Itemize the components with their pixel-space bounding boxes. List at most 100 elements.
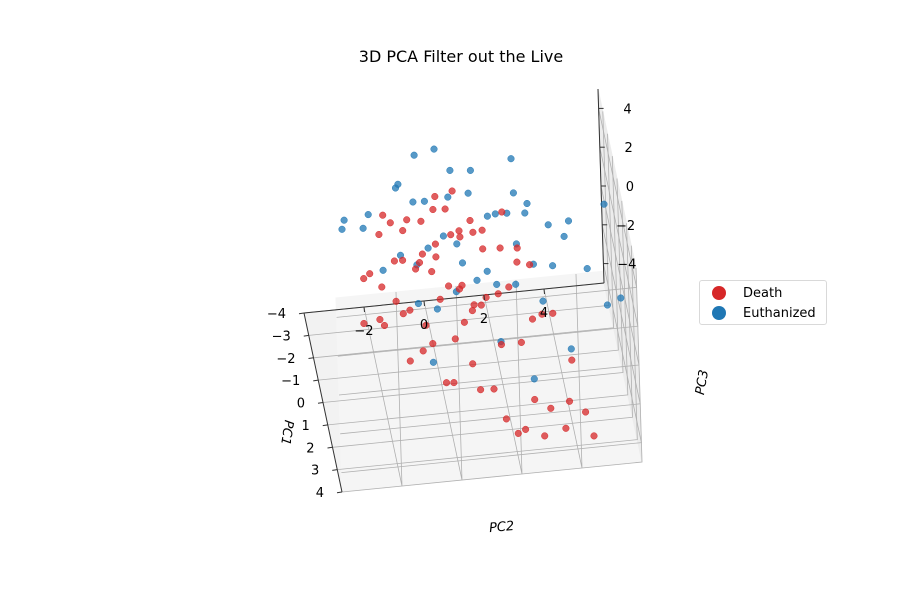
point-euthanized [458,259,467,267]
point-death [431,240,439,248]
point-death [502,415,510,423]
point-euthanized [473,276,481,284]
point-euthanized [493,280,501,288]
point-euthanized [507,155,515,163]
point-euthanized [466,166,474,174]
point-euthanized [600,200,608,208]
point-death [447,231,455,239]
z-tick-label: 4 [623,102,631,117]
point-death [496,244,504,252]
z-gridline [340,224,641,435]
z-tick-label: 2 [625,141,633,156]
point-euthanized [603,301,611,309]
x-axis-label: PC1 [277,419,296,446]
x-gridline [313,133,614,359]
point-death [366,270,374,278]
point-death [513,244,521,252]
point-death [360,319,368,328]
point-death [498,208,506,216]
point-death [428,268,436,276]
point-death [469,228,477,236]
point-euthanized [549,262,557,270]
y-axis-line [303,282,605,314]
point-euthanized [444,193,452,201]
y-tick-mark [423,300,425,307]
x-tick-mark [327,446,333,449]
z-tick-label: −4 [617,258,636,273]
legend: Death Euthanized [699,280,827,325]
point-euthanized [523,199,531,208]
point-euthanized [483,212,491,220]
x-tick-mark [313,379,319,382]
legend-item-death: Death [712,284,782,302]
point-death [582,408,590,416]
x-tick-mark [303,334,309,337]
legend-marker-euthanized [712,306,726,320]
point-death [490,385,498,393]
point-death [565,397,574,405]
point-euthanized [560,232,568,240]
point-euthanized [424,244,432,252]
x-tick-label: 0 [297,397,305,412]
point-death [468,307,476,315]
point-death [538,310,546,318]
point-euthanized [429,358,437,366]
point-euthanized [410,151,418,159]
point-death [477,301,485,309]
z-gridline [338,185,640,396]
y-axis-label: PC2 [488,519,514,536]
point-death [531,395,539,404]
point-euthanized [583,265,591,273]
y-gridline [363,291,403,487]
point-death [547,404,555,412]
point-death [386,219,394,227]
point-euthanized [340,216,348,224]
x-gridline [337,245,638,470]
y-tick-label: −2 [354,324,373,339]
point-death [417,217,425,225]
x-tick-label: 4 [316,486,324,501]
point-death [412,265,420,273]
x-gridline [327,200,629,426]
point-death [442,379,451,387]
point-death [505,283,513,291]
x-tick-mark [317,402,324,404]
point-death [399,256,407,264]
point-death [379,211,387,219]
point-death [399,310,407,318]
point-death [429,205,437,214]
x-gridline [341,267,643,493]
point-death [360,275,368,283]
point-death [429,340,437,348]
point-death [458,281,466,289]
point-death [460,318,468,326]
x-gridline [322,178,624,403]
point-euthanized [364,211,372,219]
point-euthanized [512,280,520,288]
point-euthanized [567,345,575,353]
y-tick-mark [543,288,545,295]
point-euthanized [409,198,417,206]
point-death [494,290,502,298]
x-tick-label: −1 [281,374,300,389]
point-euthanized [453,240,461,248]
point-euthanized [430,145,438,153]
point-death [448,187,456,195]
point-euthanized [483,267,491,275]
point-euthanized [414,299,422,308]
y-tick-mark [483,294,485,301]
point-death [436,295,444,303]
legend-label-euthanized: Euthanized [743,305,816,321]
z-axis-label: PC3 [693,369,712,396]
point-euthanized [491,210,499,218]
point-death [406,306,414,314]
x-tick-label: −2 [276,352,295,367]
point-death [517,338,525,346]
axis-labels: PC1 PC2 PC3 [277,369,712,536]
point-death [450,379,458,387]
point-death [549,309,557,317]
chart-title: 3D PCA Filter out the Live [358,47,564,66]
point-death [415,259,424,267]
x-tick-label: 1 [302,419,310,434]
